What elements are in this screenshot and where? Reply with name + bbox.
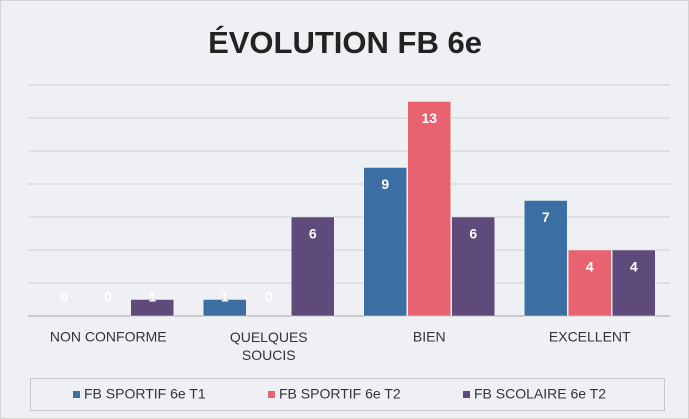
data-label: 4 bbox=[630, 259, 638, 275]
bar bbox=[407, 101, 451, 317]
bar bbox=[291, 216, 335, 317]
data-label: 1 bbox=[148, 289, 156, 305]
data-label: 9 bbox=[381, 176, 389, 192]
legend-swatch bbox=[73, 391, 80, 398]
x-tick-label: QUELQUES SOUCIS bbox=[230, 329, 308, 363]
data-label: 6 bbox=[309, 226, 317, 242]
x-tick-label: NON CONFORME bbox=[50, 329, 167, 345]
bar bbox=[363, 167, 407, 317]
data-label: 0 bbox=[265, 289, 273, 305]
data-label: 13 bbox=[421, 110, 437, 126]
legend-label: FB SCOLAIRE 6e T2 bbox=[474, 386, 606, 402]
data-label: 4 bbox=[586, 259, 594, 275]
legend-swatch bbox=[463, 391, 470, 398]
bar bbox=[524, 200, 568, 317]
data-label: 0 bbox=[60, 289, 68, 305]
x-tick-label: EXCELLENT bbox=[549, 329, 631, 345]
chart-title: ÉVOLUTION FB 6e bbox=[208, 25, 482, 60]
bar bbox=[451, 216, 495, 317]
bar bbox=[203, 299, 247, 317]
bar bbox=[612, 249, 656, 317]
bar bbox=[130, 299, 174, 317]
data-label: 0 bbox=[104, 289, 112, 305]
legend-swatch bbox=[268, 391, 275, 398]
data-label: 7 bbox=[542, 209, 550, 225]
bar bbox=[568, 249, 612, 317]
legend-box bbox=[30, 378, 665, 411]
legend-label: FB SPORTIF 6e T2 bbox=[279, 386, 401, 402]
legend-label: FB SPORTIF 6e T1 bbox=[84, 386, 206, 402]
data-label: 1 bbox=[221, 289, 229, 305]
data-label: 6 bbox=[469, 226, 477, 242]
x-tick-label: BIEN bbox=[413, 329, 446, 345]
